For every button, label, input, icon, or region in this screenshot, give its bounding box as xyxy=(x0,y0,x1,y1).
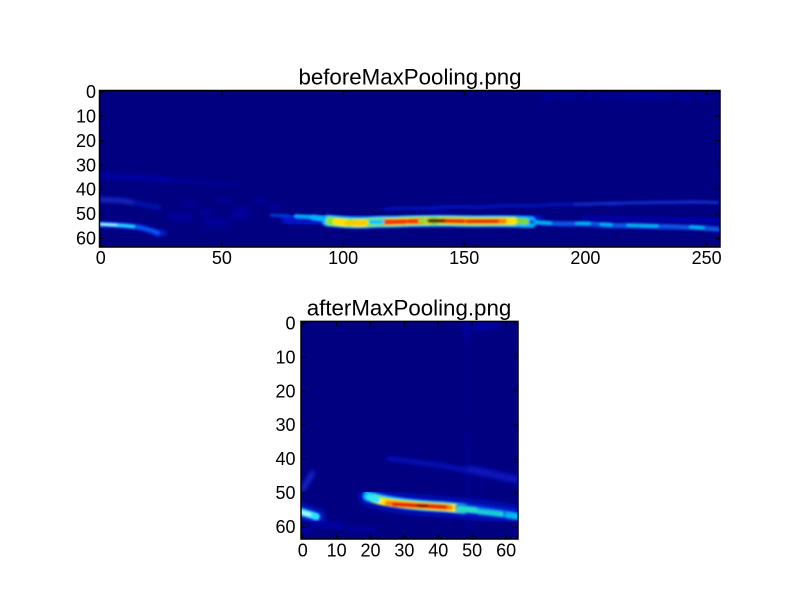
svg-text:60: 60 xyxy=(275,517,295,537)
svg-text:30: 30 xyxy=(275,415,295,435)
svg-text:150: 150 xyxy=(449,248,479,268)
svg-text:20: 20 xyxy=(360,541,380,561)
svg-text:40: 40 xyxy=(428,541,448,561)
svg-text:30: 30 xyxy=(76,155,96,175)
svg-text:10: 10 xyxy=(275,348,295,368)
svg-text:250: 250 xyxy=(692,248,722,268)
svg-text:200: 200 xyxy=(570,248,600,268)
svg-text:20: 20 xyxy=(275,381,295,401)
svg-text:40: 40 xyxy=(275,449,295,469)
svg-text:60: 60 xyxy=(76,229,96,249)
svg-text:0: 0 xyxy=(96,248,106,268)
svg-text:beforeMaxPooling.png: beforeMaxPooling.png xyxy=(298,64,521,89)
svg-text:50: 50 xyxy=(275,483,295,503)
svg-text:0: 0 xyxy=(285,314,295,334)
svg-text:0: 0 xyxy=(86,82,96,102)
svg-text:100: 100 xyxy=(328,248,358,268)
svg-text:40: 40 xyxy=(76,180,96,200)
svg-text:30: 30 xyxy=(394,541,414,561)
svg-text:10: 10 xyxy=(327,541,347,561)
svg-text:50: 50 xyxy=(212,248,232,268)
svg-text:50: 50 xyxy=(76,204,96,224)
svg-text:afterMaxPooling.png: afterMaxPooling.png xyxy=(307,296,512,321)
svg-text:0: 0 xyxy=(298,541,308,561)
svg-text:10: 10 xyxy=(76,106,96,126)
svg-text:20: 20 xyxy=(76,131,96,151)
svg-text:60: 60 xyxy=(496,541,516,561)
svg-text:50: 50 xyxy=(462,541,482,561)
